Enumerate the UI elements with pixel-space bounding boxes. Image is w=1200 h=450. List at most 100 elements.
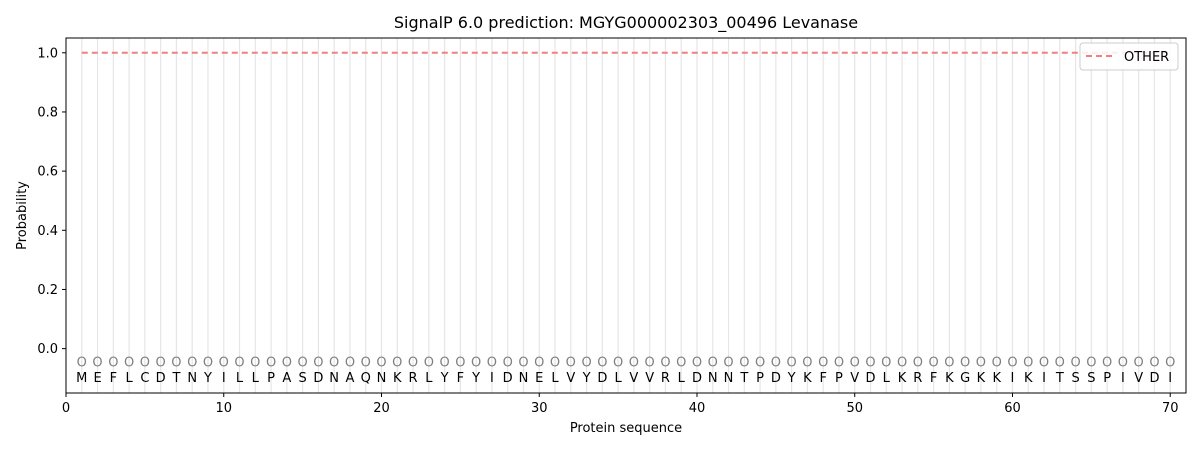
residue-label-18: A [345,371,354,386]
residue-label-13: P [267,371,275,386]
residue-label-32: V [566,371,575,386]
state-marker-36: O [629,355,639,370]
state-marker-23: O [424,355,434,370]
residue-label-7: T [171,371,180,386]
residue-label-49: P [835,371,843,386]
y-ticks: 0.0 0.2 0.4 0.6 0.8 1.0 [37,46,66,357]
residue-label-35: L [614,371,622,386]
x-tick-label-10: 10 [215,401,232,416]
residue-label-60: I [1011,371,1015,386]
residue-label-25: F [457,371,464,386]
x-tick-label-70: 70 [1162,401,1179,416]
x-tick-label-0: 0 [62,401,70,416]
residue-label-41: N [708,371,718,386]
state-marker-57: O [960,355,970,370]
x-tick-label-40: 40 [689,401,706,416]
residue-label-36: V [629,371,638,386]
state-marker-38: O [660,355,670,370]
state-marker-3: O [108,355,118,370]
state-marker-45: O [771,355,781,370]
residue-label-34: D [597,371,607,386]
state-marker-66: O [1102,355,1112,370]
residue-label-39: L [678,371,686,386]
residue-label-38: R [661,371,670,386]
residue-label-20: N [377,371,387,386]
state-marker-7: O [171,355,181,370]
state-marker-25: O [455,355,465,370]
residue-label-1: M [76,371,87,386]
state-marker-64: O [1070,355,1080,370]
legend-box [1079,42,1179,71]
state-marker-13: O [266,355,276,370]
state-marker-29: O [518,355,528,370]
residue-label-12: L [252,371,260,386]
state-marker-8: O [187,355,197,370]
residue-label-46: Y [787,371,796,386]
state-marker-4: O [124,355,134,370]
state-marker-35: O [613,355,623,370]
y-tick-label-1: 1.0 [37,46,58,61]
state-marker-63: O [1055,355,1065,370]
state-marker-31: O [550,355,560,370]
residue-label-37: V [645,371,654,386]
residue-label-67: I [1121,371,1125,386]
state-marker-20: O [376,355,386,370]
chart-title: SignalP 6.0 prediction: MGYG000002303_00… [394,13,858,33]
state-marker-54: O [913,355,923,370]
y-tick-label-0.4: 0.4 [37,224,58,239]
residue-label-44: P [756,371,764,386]
state-marker-1: O [77,355,87,370]
state-marker-6: O [156,355,166,370]
state-marker-42: O [723,355,733,370]
state-marker-44: O [755,355,765,370]
y-tick-label-0: 0.0 [37,342,58,357]
residue-label-42: N [724,371,734,386]
residue-label-27: I [490,371,494,386]
state-marker-53: O [897,355,907,370]
state-marker-15: O [298,355,308,370]
state-marker-28: O [503,355,513,370]
state-marker-22: O [408,355,418,370]
state-marker-60: O [1007,355,1017,370]
state-marker-40: O [692,355,702,370]
residue-label-22: R [409,371,418,386]
residue-label-53: K [898,371,907,386]
state-marker-69: O [1149,355,1159,370]
residue-label-55: F [930,371,937,386]
legend-label-other: OTHER [1124,50,1169,65]
residue-label-69: D [1149,371,1159,386]
state-marker-56: O [944,355,954,370]
residue-label-62: I [1042,371,1046,386]
residue-label-15: S [298,371,306,386]
y-tick-label-0.6: 0.6 [37,165,58,180]
state-marker-32: O [566,355,576,370]
state-marker-65: O [1086,355,1096,370]
legend: OTHER [1079,42,1179,71]
residue-label-9: Y [203,371,212,386]
y-tick-label-0.2: 0.2 [37,283,58,298]
residue-label-33: Y [582,371,591,386]
residue-label-70: I [1168,371,1172,386]
state-marker-11: O [234,355,244,370]
grid-lines [81,38,1171,393]
state-marker-17: O [329,355,339,370]
state-marker-30: O [534,355,544,370]
y-tick-label-0.8: 0.8 [37,105,58,120]
state-marker-50: O [850,355,860,370]
residue-label-17: N [329,371,339,386]
state-marker-43: O [739,355,749,370]
state-marker-34: O [597,355,607,370]
residue-label-43: T [739,371,748,386]
residue-label-23: L [425,371,433,386]
state-marker-21: O [392,355,402,370]
state-marker-14: O [282,355,292,370]
x-tick-label-30: 30 [531,401,548,416]
state-marker-37: O [645,355,655,370]
state-marker-46: O [787,355,797,370]
residue-label-29: N [519,371,529,386]
state-marker-49: O [834,355,844,370]
residue-label-68: V [1134,371,1143,386]
residue-label-21: K [393,371,402,386]
